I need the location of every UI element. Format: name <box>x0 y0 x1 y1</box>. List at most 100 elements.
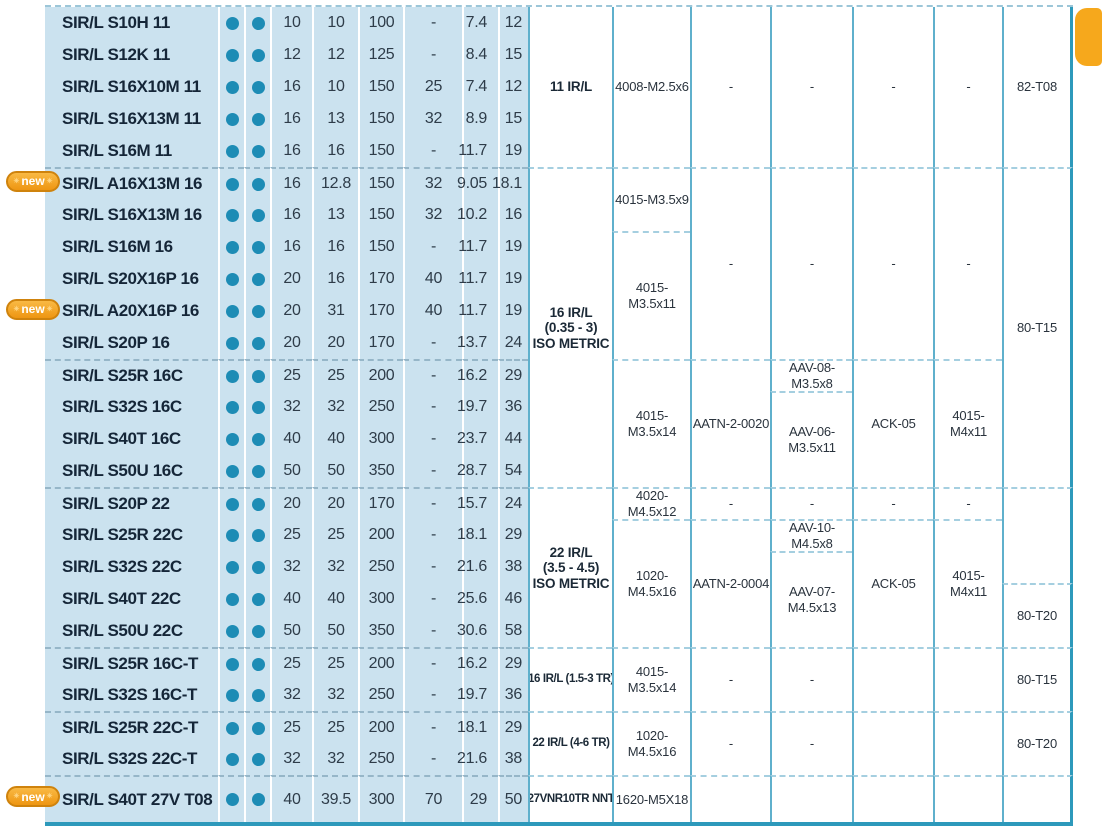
m4-key-cell: - <box>933 487 1002 519</box>
spec-value-cell: 25 <box>312 519 358 551</box>
spec-value-cell: 31 <box>312 295 358 327</box>
availability-dot-cell <box>244 295 270 327</box>
availability-dot <box>251 497 265 511</box>
insert-group-cell: 16 IR/L (0.35 - 3) ISO METRIC <box>528 167 612 487</box>
availability-dot-cell <box>244 615 270 647</box>
spec-value-cell: 44 <box>498 423 528 455</box>
spec-value-cell: 32 <box>270 679 312 711</box>
m4-key-cell <box>933 711 1002 775</box>
availability-dot <box>225 624 239 638</box>
insert-group-text: 22 IR/L (4-6 TR) <box>532 737 610 750</box>
insert-group-cell: 22 IR/L (4-6 TR) <box>528 711 612 775</box>
wrench-text: - <box>728 256 734 272</box>
spec-value-cell: 30.6 <box>457 615 498 647</box>
aav-screw-text: AAV-08-M3.5x8 <box>788 360 836 391</box>
aav-screw-cell: - <box>770 7 852 167</box>
availability-dot <box>225 752 239 766</box>
spec-value-cell: 54 <box>498 455 528 487</box>
m4-key-cell <box>933 647 1002 711</box>
sparkle-icon: ✳ <box>13 177 20 185</box>
wrench-cell: - <box>690 167 770 359</box>
spec-value-cell: 16 <box>270 231 312 263</box>
spec-value-cell: 12 <box>498 7 528 39</box>
model-name-cell: SIR/L S16M 11 <box>45 135 218 167</box>
spec-value-cell: 25 <box>270 647 312 679</box>
availability-dot-cell <box>218 519 244 551</box>
tool-holder-table: SIR/L S10H 11 10 10 100-7.4 12 SIR/L S12K 11 1… <box>45 5 1073 826</box>
insert-group-cell: 22 IR/L (3.5 - 4.5) ISO METRIC <box>528 487 612 647</box>
key-cell: 4015-M3.5x14 <box>612 647 690 711</box>
availability-dot <box>251 304 265 318</box>
model-name-cell: SIR/L S20P 22 <box>45 487 218 519</box>
availability-dot-cell <box>244 391 270 423</box>
spec-value-cell: 36 <box>498 391 528 423</box>
spec-value-cell: 15 <box>498 39 528 71</box>
spec-value-cell: 13 <box>312 199 358 231</box>
m4-key-text: 4015-M4x11 <box>949 408 988 439</box>
ack-text: - <box>891 79 896 95</box>
availability-dot <box>251 272 265 286</box>
availability-dot-cell <box>218 327 244 359</box>
spec-value-cell: 23.7 <box>457 423 498 455</box>
ack-text: - <box>891 496 896 512</box>
insert-group-text: 16 IR/L <box>549 304 593 320</box>
spec-value-cell: 250 <box>358 391 403 423</box>
spec-value-cell: 38 <box>498 551 528 583</box>
aav-screw-cell: AAV-07-M4.5x13 <box>770 551 852 647</box>
availability-dot <box>251 112 265 126</box>
torx-key-text: 80-T15 <box>1017 672 1057 688</box>
availability-dot-cell <box>244 199 270 231</box>
availability-dot <box>225 240 239 254</box>
ack-cell: - <box>852 487 933 519</box>
key-cell: 1020-M4.5x16 <box>612 711 690 775</box>
spec-value-cell: - <box>403 519 462 551</box>
ack-cell <box>852 647 933 711</box>
spec-value-cell: 11.7 <box>458 135 498 167</box>
model-name-cell: SIR/L S50U 16C <box>45 455 218 487</box>
spec-value-cell: 16.2 <box>457 647 498 679</box>
wrench-cell: - <box>690 7 770 167</box>
availability-dot <box>251 624 265 638</box>
availability-dot-cell <box>244 263 270 295</box>
sparkle-icon: ✳ <box>46 793 53 800</box>
insert-group-cell: 27VNR10TR NNT <box>528 775 612 822</box>
availability-dot <box>251 208 265 222</box>
spec-value-cell: 40 <box>270 583 312 615</box>
new-badge: ✳ new ✳ <box>6 786 60 807</box>
spec-value-cell: 25 <box>270 711 312 743</box>
availability-dot <box>251 688 265 702</box>
key-text: 1620-M5X18 <box>615 791 689 807</box>
spec-value-cell: 250 <box>358 551 403 583</box>
spec-value-cell: 170 <box>358 295 403 327</box>
spec-value-cell: 16 <box>270 135 312 167</box>
availability-dot <box>225 80 239 94</box>
availability-dot <box>251 48 265 62</box>
new-badge-label: new <box>21 789 45 804</box>
spec-value-cell: 10 <box>312 71 358 103</box>
ack-text: ACK-05 <box>871 576 916 592</box>
availability-dot-cell <box>218 71 244 103</box>
orange-page-tab <box>1075 8 1102 66</box>
availability-dot <box>225 272 239 286</box>
availability-dot-cell <box>244 487 270 519</box>
availability-dot-cell <box>218 423 244 455</box>
spec-value-cell: 50 <box>312 615 358 647</box>
key-text: 4015-M3.5x14 <box>627 408 677 439</box>
spec-value-cell: 350 <box>358 455 403 487</box>
availability-dot-cell <box>244 583 270 615</box>
availability-dot <box>251 592 265 606</box>
spec-value-cell: 11.7 <box>458 263 498 295</box>
new-badge-label: new <box>21 174 45 188</box>
spec-value-cell: 46 <box>498 583 528 615</box>
spec-value-cell: 16 <box>270 71 312 103</box>
availability-dot <box>251 432 265 446</box>
spec-value-cell: 40 <box>270 423 312 455</box>
spec-value-cell: 32 <box>312 679 358 711</box>
spec-value-cell: 50 <box>498 775 528 822</box>
spec-value-cell: 25 <box>270 519 312 551</box>
key-text: 4020-M4.5x12 <box>627 488 677 519</box>
availability-dot-cell <box>218 583 244 615</box>
spec-value-cell: 29 <box>498 359 528 391</box>
availability-dot <box>225 793 239 806</box>
model-name-cell: SIR/L S10H 11 <box>45 7 218 39</box>
